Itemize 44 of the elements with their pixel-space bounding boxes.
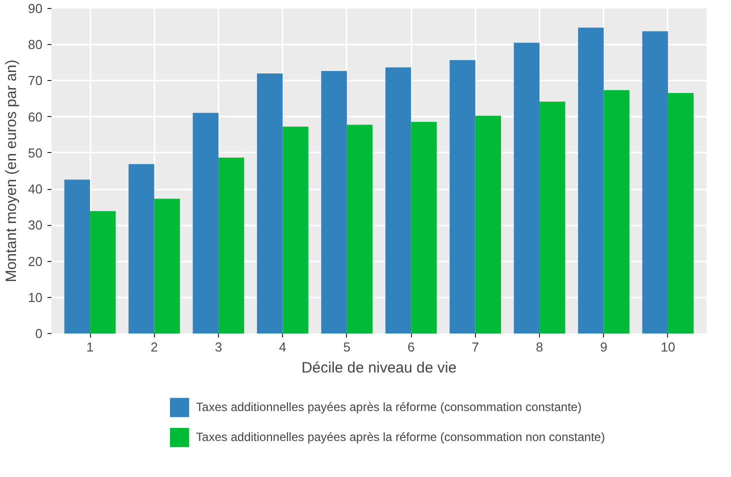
y-tick-label: 40 xyxy=(28,182,43,197)
y-tick-label: 90 xyxy=(28,1,43,16)
bar xyxy=(411,122,437,334)
bar xyxy=(64,180,90,334)
bar xyxy=(321,70,347,334)
bar xyxy=(450,60,476,334)
y-tick-label: 30 xyxy=(28,218,43,233)
y-tick-label: 10 xyxy=(28,290,43,305)
x-tick-label: 6 xyxy=(407,340,415,354)
bar xyxy=(218,158,244,334)
y-tick-label: 70 xyxy=(28,73,43,88)
bar xyxy=(642,31,668,334)
bar xyxy=(346,124,373,334)
bar xyxy=(385,67,412,334)
x-tick-label: 1 xyxy=(86,340,94,354)
bar xyxy=(540,102,566,334)
legend-label: Taxes additionnelles payées après la réforme (consommation non constante) xyxy=(196,430,605,444)
y-tick-label: 0 xyxy=(35,326,43,341)
bar xyxy=(90,211,116,334)
y-tick-label: 80 xyxy=(28,37,43,52)
bar xyxy=(604,90,630,334)
bar xyxy=(475,116,502,334)
legend-label: Taxes additionnelles payées après la réforme (consommation constante) xyxy=(196,400,582,414)
y-tick-label: 20 xyxy=(28,254,43,269)
x-tick-label: 7 xyxy=(472,340,479,354)
x-tick-label: 8 xyxy=(536,340,544,354)
bar xyxy=(128,164,154,334)
y-tick-label: 60 xyxy=(28,109,43,124)
bar xyxy=(514,42,540,334)
x-tick-label: 9 xyxy=(600,340,608,354)
y-tick-label: 50 xyxy=(28,145,43,160)
bar xyxy=(192,112,218,334)
y-axis-title: Montant moyen (en euros par an) xyxy=(3,60,20,282)
bar xyxy=(578,28,604,334)
bar xyxy=(668,93,694,334)
x-axis-title: Décile de niveau de vie xyxy=(301,360,457,376)
x-tick-label: 3 xyxy=(214,340,222,354)
x-tick-label: 5 xyxy=(343,340,351,354)
x-tick-label: 4 xyxy=(279,340,286,354)
bar xyxy=(154,198,180,334)
bar xyxy=(282,126,308,334)
x-tick-label: 2 xyxy=(150,340,158,354)
x-tick-label: 10 xyxy=(660,340,676,354)
bar xyxy=(256,74,283,334)
